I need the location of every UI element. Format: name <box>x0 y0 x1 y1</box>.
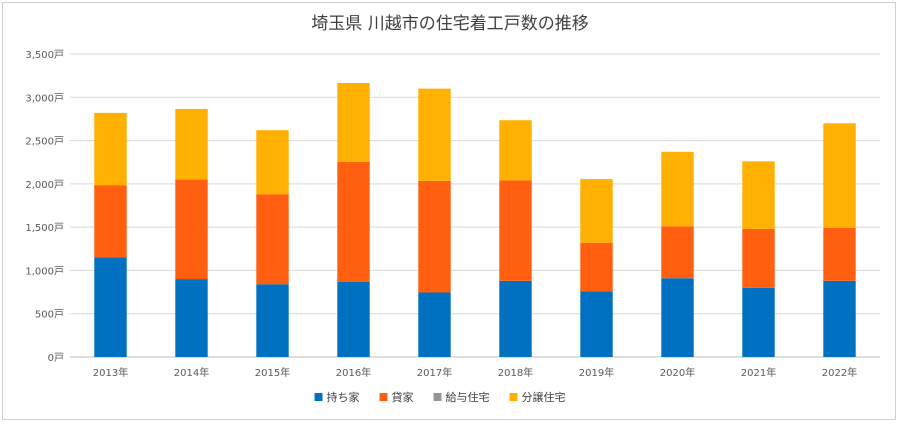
bar-segment <box>94 112 127 186</box>
bar-segment <box>823 228 856 281</box>
bar-segment <box>94 185 127 258</box>
x-axis-ticks: 2013年 2014年 2015年 2016年 2017年 2018年 2019年 2020年… <box>93 366 857 379</box>
bar-segment <box>175 108 208 180</box>
legend-swatch <box>379 393 388 401</box>
bar-segment <box>256 194 289 285</box>
y-tick-label: 3,000戸 <box>25 92 64 104</box>
x-tick-label: 2014年 <box>174 366 209 379</box>
bar-segment <box>499 120 532 181</box>
x-tick-label: 2022年 <box>822 366 857 379</box>
bar-segment <box>742 228 775 288</box>
bar-segment <box>337 281 370 357</box>
legend-swatch <box>509 393 518 401</box>
bar-segment <box>175 179 208 280</box>
x-tick-label: 2016年 <box>336 366 371 379</box>
bar-segment <box>418 88 451 181</box>
legend-label: 給与住宅 <box>446 390 490 404</box>
bar-segment <box>256 130 289 195</box>
y-tick-label: 0戸 <box>48 352 64 364</box>
bar-segment <box>175 279 208 357</box>
y-tick-label: 2,500戸 <box>25 136 64 148</box>
bar-segment <box>418 292 451 357</box>
bar-segment <box>742 161 775 229</box>
y-tick-label: 1,000戸 <box>25 265 64 277</box>
bar-segment <box>256 284 289 357</box>
bar-segment <box>661 278 694 357</box>
bar-segment <box>661 226 694 279</box>
bar-segment <box>418 180 451 293</box>
y-tick-label: 500戸 <box>35 309 64 321</box>
bars <box>94 83 856 357</box>
y-tick-label: 3,500戸 <box>25 49 64 61</box>
x-tick-label: 2020年 <box>660 366 695 379</box>
y-axis-ticks: 0戸 500戸 1,000戸 1,500戸 2,000戸 2,500戸 3,000戸 3,50… <box>25 49 64 364</box>
x-tick-label: 2015年 <box>255 366 290 379</box>
legend-label: 貸家 <box>392 390 414 404</box>
bar-segment <box>580 291 613 357</box>
x-tick-label: 2017年 <box>417 366 452 379</box>
bar-segment <box>580 179 613 243</box>
bar-segment <box>661 151 694 227</box>
x-tick-label: 2013年 <box>93 366 128 379</box>
bar-segment <box>823 123 856 229</box>
legend-swatch <box>314 393 323 401</box>
bar-segment <box>823 280 856 357</box>
bar-segment <box>580 242 613 292</box>
bar-segment <box>94 257 127 357</box>
x-tick-label: 2018年 <box>498 366 533 379</box>
legend-label: 持ち家 <box>327 390 360 404</box>
bar-segment <box>742 287 775 357</box>
chart-title: 埼玉県 川越市の住宅着工戸数の推移 <box>311 14 588 34</box>
y-tick-label: 1,500戸 <box>25 222 64 234</box>
legend: 持ち家 貸家 給与住宅 分譲住宅 <box>314 390 566 404</box>
legend-label: 分譲住宅 <box>522 390 566 404</box>
legend-swatch <box>433 393 442 401</box>
bar-segment <box>499 280 532 357</box>
x-tick-label: 2021年 <box>741 366 776 379</box>
x-tick-label: 2019年 <box>579 366 614 379</box>
bar-segment <box>337 161 370 282</box>
bar-segment <box>337 83 370 162</box>
bar-segment <box>499 180 532 281</box>
y-tick-label: 2,000戸 <box>25 179 64 191</box>
